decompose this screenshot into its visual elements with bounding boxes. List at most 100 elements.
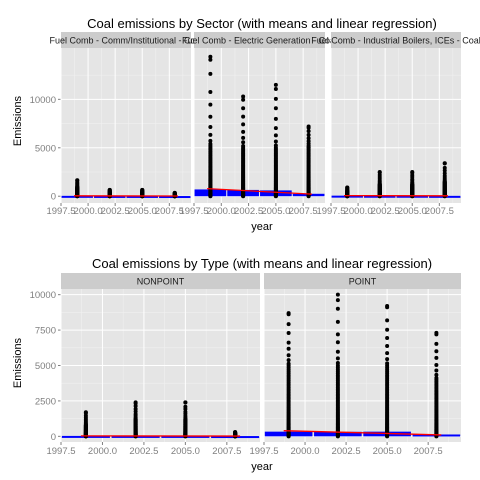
- type-panel-strip: [264, 273, 461, 289]
- sector-data-point: [273, 143, 278, 148]
- type-data-point: [286, 331, 291, 336]
- type-data-point: [335, 298, 340, 303]
- type-data-point: [286, 311, 291, 316]
- sector-x-tick-label: 2002.5: [371, 206, 400, 217]
- type-data-point: [286, 361, 291, 366]
- sector-y-tick-label: 5000: [35, 143, 56, 154]
- sector-x-tick-label: 2000.0: [344, 206, 373, 217]
- sector-data-point: [208, 114, 213, 119]
- type-x-tick-label: 1997.5: [46, 446, 75, 457]
- sector-panel-strip-label: Fuel Comb - Comm/Institutional - Coal: [49, 36, 202, 46]
- sector-x-tick-label: 2007.5: [425, 206, 454, 217]
- type-y-tick-label: 5000: [35, 361, 56, 372]
- sector-data-point: [208, 89, 213, 94]
- sector-x-tick-label: 1997.5: [179, 206, 208, 217]
- type-panel-strip: [61, 273, 260, 289]
- type-chart-x-axis-label: year: [251, 461, 273, 473]
- sector-data-point: [172, 190, 177, 195]
- type-data-point: [385, 304, 390, 308]
- sector-data-point: [306, 129, 311, 134]
- type-data-point: [335, 319, 340, 324]
- sector-panel: Fuel Comb - Industrial Boilers, ICEs - C…: [311, 32, 480, 217]
- sector-data-point: [75, 178, 80, 183]
- sector-regression-line: [207, 188, 312, 195]
- type-data-point: [286, 346, 291, 351]
- type-data-point: [286, 358, 291, 363]
- sector-data-point: [410, 170, 415, 174]
- type-chart: Coal emissions by Type (with means and l…: [12, 256, 461, 473]
- sector-data-point: [241, 106, 246, 111]
- sector-data-point: [208, 141, 213, 146]
- type-data-point: [335, 306, 340, 311]
- type-x-tick-label: 2005.0: [171, 446, 200, 457]
- sector-chart-y-axis-label: Emissions: [12, 95, 24, 146]
- type-panel: NONPOINT 1997.5 2000.0 2002.5 2005.0 2007.5: [46, 273, 260, 457]
- sector-x-tick-label: 2002.5: [234, 206, 263, 217]
- sector-data-point: [241, 97, 246, 102]
- type-data-point: [434, 355, 439, 360]
- sector-y-tick-label: 10000: [30, 95, 56, 106]
- sector-x-tick-label: 2000.0: [207, 206, 236, 217]
- sector-panel-strip: [61, 32, 191, 48]
- sector-panel-background: [61, 48, 191, 203]
- sector-x-tick-label: 2005.0: [128, 206, 157, 217]
- sector-panel: Fuel Comb - Electric Generation - Coal 19…: [179, 32, 337, 217]
- sector-y-tick-label: 0: [51, 192, 56, 203]
- sector-panel: Fuel Comb - Comm/Institutional - Coal 199…: [46, 32, 203, 217]
- sector-data-point: [208, 124, 213, 129]
- sector-panel-strip-label: Fuel Comb - Industrial Boilers, ICEs - C…: [311, 36, 480, 46]
- sector-chart-title: Coal emissions by Sector (with means and…: [87, 16, 437, 31]
- sector-panel-strip: [331, 32, 461, 48]
- type-data-point: [434, 330, 439, 335]
- type-data-point: [385, 327, 390, 332]
- sector-data-point: [107, 187, 112, 192]
- type-x-tick-label: 2000.0: [88, 446, 117, 457]
- type-chart-y-axis-label: Emissions: [12, 337, 24, 388]
- sector-data-point: [208, 57, 213, 62]
- sector-data-point: [208, 71, 213, 76]
- sector-panel-background: [194, 48, 325, 203]
- type-data-point: [434, 362, 439, 367]
- sector-panel-strip-label: Fuel Comb - Electric Generation - Coal: [182, 36, 337, 46]
- type-x-tick-label: 2007.5: [414, 446, 443, 457]
- sector-x-tick-label: 2005.0: [261, 206, 290, 217]
- sector-data-point: [273, 116, 278, 121]
- sector-x-tick-label: 2007.5: [289, 206, 318, 217]
- sector-data-point: [273, 82, 278, 87]
- type-data-point: [133, 400, 138, 405]
- type-x-tick-label: 2007.5: [212, 446, 241, 457]
- type-panel-strip-label: NONPOINT: [137, 277, 185, 287]
- sector-data-point: [273, 139, 278, 144]
- sector-data-point: [442, 161, 447, 166]
- sector-data-point: [241, 122, 246, 127]
- sector-chart-x-axis-label: year: [251, 221, 273, 233]
- sector-data-point: [273, 87, 278, 92]
- sector-x-tick-label: 2000.0: [74, 206, 103, 217]
- type-data-point: [434, 368, 439, 373]
- type-data-point: [183, 400, 188, 405]
- sector-data-point: [273, 126, 278, 131]
- sector-data-point: [208, 102, 213, 107]
- sector-data-point: [208, 54, 213, 59]
- type-y-tick-label: 7500: [35, 326, 56, 337]
- type-data-point: [183, 409, 188, 414]
- sector-data-point: [140, 187, 145, 192]
- type-data-point: [335, 340, 340, 345]
- sector-data-point: [241, 140, 246, 145]
- sector-data-point: [241, 135, 246, 140]
- type-data-point: [335, 292, 340, 297]
- type-panel: POINT 1997.5 2000.0 2002.5 2005.0 2007.5: [249, 273, 461, 457]
- sector-data-point: [241, 129, 246, 134]
- sector-data-point: [273, 96, 278, 101]
- type-y-tick-label: 10000: [30, 290, 56, 301]
- type-data-point: [385, 335, 390, 340]
- type-data-point: [183, 404, 188, 409]
- sector-data-point: [306, 139, 311, 144]
- sector-data-point: [306, 132, 311, 137]
- type-x-tick-label: 1997.5: [249, 446, 278, 457]
- type-data-point: [385, 357, 390, 362]
- sector-data-point: [241, 114, 246, 119]
- type-data-point: [83, 410, 88, 415]
- type-data-point: [385, 351, 390, 356]
